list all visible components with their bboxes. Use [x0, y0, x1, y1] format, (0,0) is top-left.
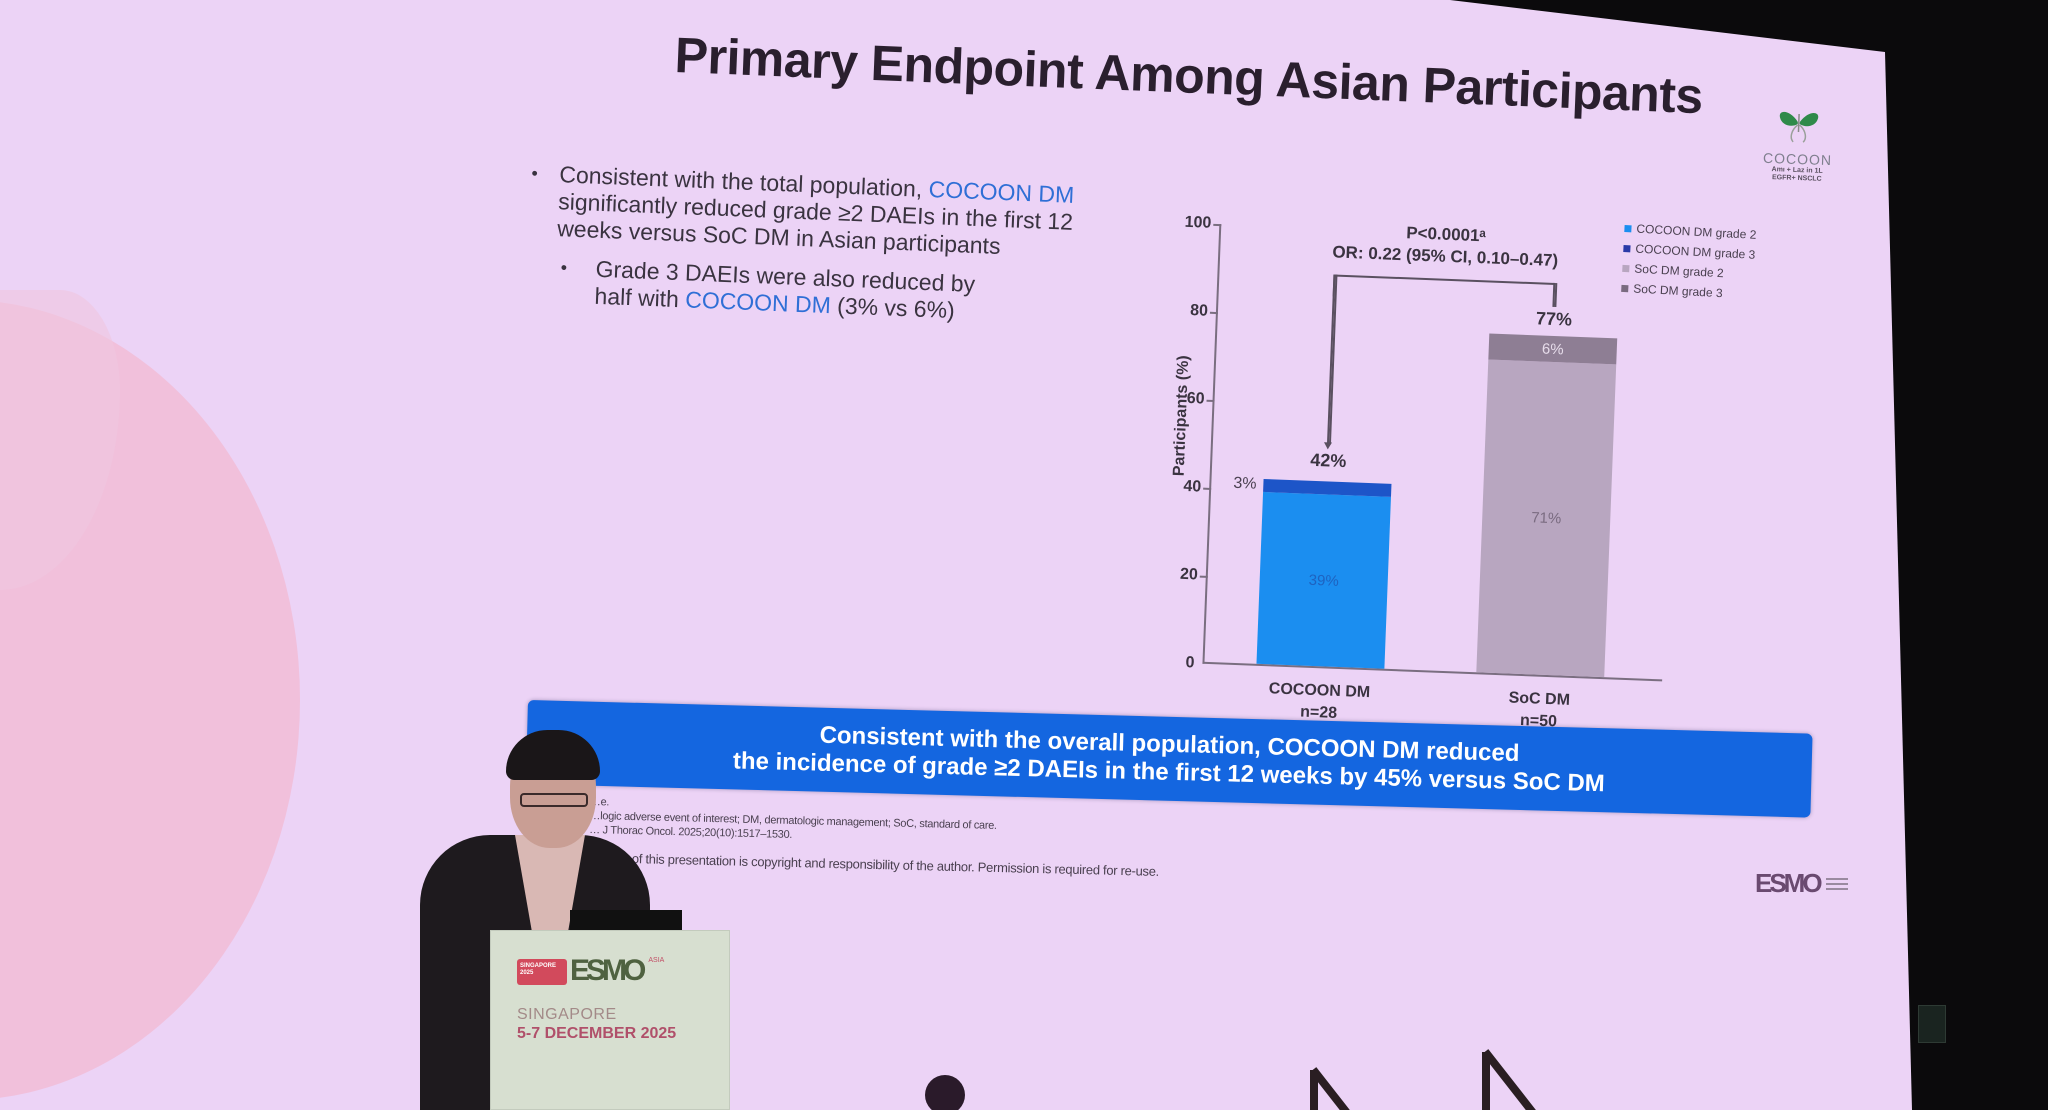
stacked-bar-chart: Participants (%) 100 80 60 40 20 0 39% 3…	[1119, 205, 1699, 766]
y-tick-60: 60	[1186, 389, 1205, 408]
bullet-2-text-b: (3% vs 6%)	[830, 292, 956, 324]
legend-swatch	[1624, 224, 1632, 232]
bar-soc-dm: 71% 6%	[1476, 333, 1618, 678]
singapore-badge: SINGAPORE 2025	[517, 959, 567, 985]
legend-swatch	[1622, 264, 1630, 272]
cocoon-total-label: 42%	[1309, 449, 1347, 472]
y-tick-40: 40	[1183, 477, 1202, 496]
bullet-list: Consistent with the total population, CO…	[524, 160, 1089, 329]
esmo-logo-lines	[1825, 875, 1848, 893]
audience-microphone	[925, 1075, 965, 1110]
y-tickmark	[1203, 487, 1212, 490]
arrow-down-icon	[1323, 442, 1333, 450]
y-tick-20: 20	[1179, 565, 1199, 584]
y-tick-100: 100	[1184, 213, 1212, 232]
y-tickmark	[1199, 575, 1208, 578]
plot-area: 100 80 60 40 20 0 39% 3% 42% 71% 6% 77%	[1180, 214, 1679, 730]
bar-segment-cocoon-grade2: 39%	[1256, 491, 1391, 669]
bar-segment-soc-grade3: 6%	[1488, 333, 1618, 365]
y-tickmark	[1209, 311, 1218, 315]
bar-segment-soc-grade2: 71%	[1476, 359, 1617, 678]
bullet-item-1: Consistent with the total population, CO…	[527, 160, 1090, 263]
esmo-footer-logo: ESMO	[1755, 868, 1848, 899]
slide-title: Primary Endpoint Among Asian Participant…	[673, 26, 1704, 125]
esmo-asia-logo: SINGAPORE 2025 ESMO ASIA	[517, 954, 665, 987]
cocoon-logo: COCOON Amı + Laz in 1L EGFR+ NSCLC	[1761, 107, 1836, 184]
esmo-brand: ESMO	[570, 954, 646, 987]
butterfly-icon	[1779, 112, 1819, 143]
copyright-notice: …ntent of this presentation is copyright…	[588, 849, 1160, 879]
y-tickmark	[1206, 399, 1215, 403]
y-tick-80: 80	[1189, 302, 1209, 320]
cocoon-grade3-label: 3%	[1233, 474, 1257, 493]
bullet-item-2: Grade 3 DAEIs were also reduced by half …	[524, 253, 986, 325]
legend-swatch	[1623, 244, 1631, 252]
y-tick-0: 0	[1185, 654, 1195, 672]
podium-city: SINGAPORE	[517, 1006, 617, 1023]
footnotes: …e. …logic adverse event of interest; DM…	[588, 795, 1160, 879]
laptop	[570, 910, 682, 932]
legend-swatch	[1621, 284, 1629, 292]
exit-sign	[1918, 1005, 1946, 1043]
esmo-logo-text: ESMO	[1755, 868, 1823, 898]
speaker-hair	[506, 730, 600, 780]
bullet-2-highlight: COCOON DM	[684, 286, 832, 319]
significance-bracket	[1332, 274, 1556, 305]
podium-dates: 5-7 DECEMBER 2025	[517, 1025, 677, 1042]
chart-legend: COCOON DM grade 2 COCOON DM grade 3 SoC …	[1621, 218, 1757, 305]
y-tickmark	[1213, 223, 1222, 227]
podium: SINGAPORE 2025 ESMO ASIA SINGAPORE 5-7 D…	[490, 930, 730, 1110]
soc-total-label: 77%	[1535, 308, 1573, 330]
bracket-left-leg	[1326, 274, 1338, 445]
stage-rail	[1310, 1070, 1318, 1110]
bar-cocoon-dm: 39%	[1256, 478, 1392, 669]
y-axis-title: Participants (%)	[1170, 355, 1193, 477]
bracket-right-leg	[1552, 282, 1558, 308]
asia-suffix: ASIA	[648, 957, 665, 964]
stage-rail	[1482, 1052, 1490, 1110]
speaker-glasses	[520, 793, 588, 807]
